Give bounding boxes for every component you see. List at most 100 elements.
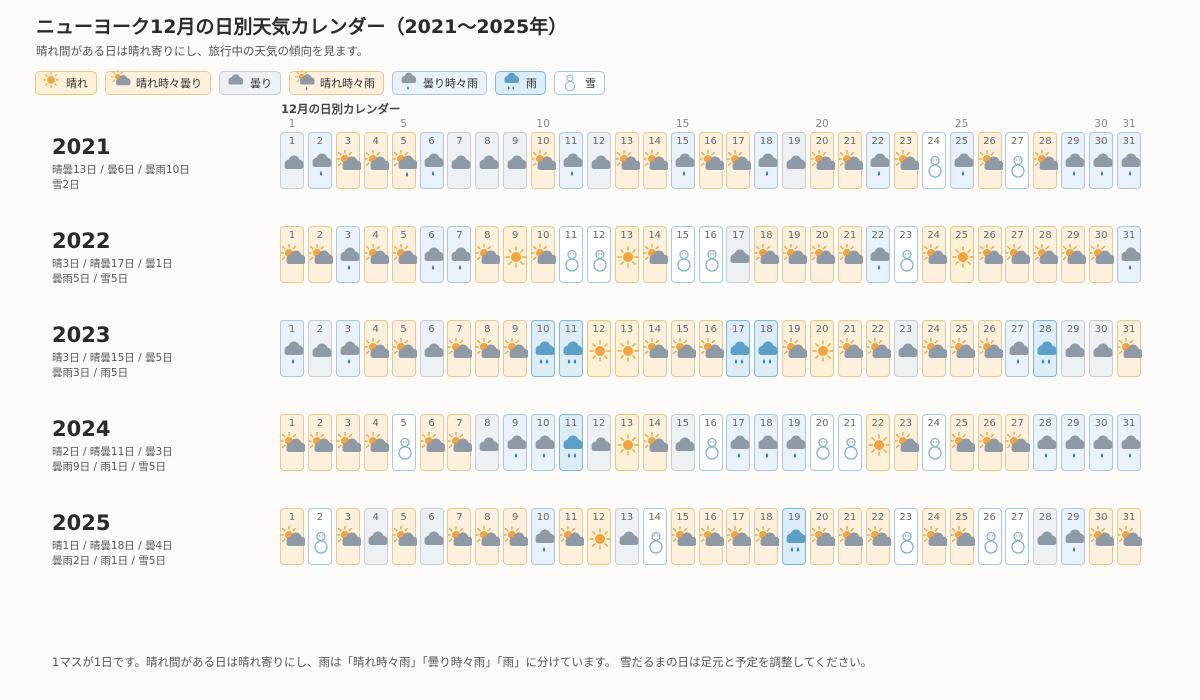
day-cell: 7 — [447, 320, 473, 377]
snowman-icon — [983, 531, 998, 554]
sun-cloud-icon — [839, 526, 863, 546]
day-number: 6 — [428, 512, 435, 523]
day-number: 20 — [815, 136, 829, 147]
legend-label: 晴れ — [66, 77, 88, 90]
sun-cloud-icon — [950, 526, 975, 546]
day-cell: 29 — [1061, 132, 1086, 189]
day-cell: 16 — [698, 508, 724, 565]
year-stats: 晴3日 / 晴曇17日 / 曇1日 曇雨5日 / 雪5日 — [52, 257, 173, 287]
day-tick: 1 — [288, 118, 296, 130]
day-number: 31 — [1122, 512, 1136, 523]
snowman-icon — [900, 531, 914, 554]
day-cell: 15 — [670, 132, 695, 189]
day-cell: 2 — [307, 320, 332, 377]
day-number: 30 — [1094, 136, 1108, 147]
year-label: 2021 — [52, 135, 111, 159]
sun-cloud-icon — [336, 150, 361, 170]
day-cell: 6 — [419, 508, 444, 565]
day-number: 25 — [955, 512, 968, 523]
day-number: 15 — [676, 324, 689, 335]
day-number: 31 — [1122, 418, 1136, 429]
cloud-icon — [284, 155, 304, 169]
rain-cloud-icon — [730, 341, 750, 364]
day-number: 24 — [927, 418, 941, 429]
day-number: 12 — [592, 324, 606, 335]
day-number: 4 — [372, 512, 379, 523]
day-number: 5 — [400, 324, 407, 335]
legend-label: 雪 — [585, 77, 596, 90]
rain-cloud-icon — [786, 529, 806, 552]
day-number: 11 — [564, 512, 578, 523]
day-tick: 25 — [954, 118, 969, 130]
sun-cloud-icon — [727, 526, 752, 546]
day-cell: 6 — [419, 132, 444, 189]
year-stats-line-1: 晴3日 / 晴曇15日 / 曇5日 — [52, 352, 173, 364]
sun-cloud-icon — [922, 338, 947, 358]
cloud-rain-icon — [340, 341, 360, 364]
cloud-rain-icon — [1009, 341, 1029, 364]
day-cell: 22 — [865, 226, 890, 283]
sun-cloud-icon — [308, 432, 333, 452]
sun-cloud-icon — [1118, 338, 1142, 358]
day-number: 19 — [787, 418, 801, 429]
day-number: 31 — [1122, 230, 1136, 241]
day-number: 30 — [1094, 230, 1108, 241]
day-tick: 31 — [1122, 118, 1136, 130]
day-cell: 5 — [391, 414, 416, 471]
day-number: 29 — [1066, 512, 1080, 523]
day-cell: 26 — [977, 226, 1003, 283]
day-number: 11 — [564, 136, 578, 147]
sun-cloud-icon — [783, 244, 808, 264]
cloud-icon — [619, 531, 639, 545]
day-number: 21 — [843, 324, 857, 335]
day-number: 3 — [344, 418, 351, 429]
snowman-icon — [928, 155, 942, 178]
day-cell: 19 — [782, 414, 807, 471]
sun-cloud-icon — [922, 526, 947, 546]
sun-cloud-icon — [811, 150, 836, 170]
page-subtitle: 晴れ間がある日は晴れ寄りにし、旅行中の天気の傾向を見ます。 — [36, 44, 369, 58]
day-cell: 27 — [1005, 132, 1030, 189]
day-number: 3 — [344, 230, 351, 241]
day-cell: 8 — [475, 320, 501, 377]
calendar-label: 12月の日別カレンダー — [281, 102, 401, 116]
day-number: 15 — [676, 136, 689, 147]
snowman-icon — [593, 249, 607, 272]
snowman-icon — [397, 437, 412, 460]
day-cell: 2 — [307, 226, 333, 283]
day-cell: 27 — [1005, 320, 1030, 377]
cloud-icon — [591, 437, 611, 451]
day-number: 22 — [871, 230, 885, 241]
day-cell: 18 — [754, 414, 779, 471]
sun-cloud-icon — [281, 432, 305, 452]
day-cell: 1 — [280, 226, 305, 283]
day-cell: 26 — [977, 414, 1003, 471]
day-number: 5 — [400, 136, 407, 147]
day-number: 16 — [704, 136, 717, 147]
day-cell: 20 — [810, 226, 836, 283]
day-cell: 9 — [503, 320, 529, 377]
day-cell: 7 — [447, 414, 473, 471]
day-cell: 24 — [921, 226, 947, 283]
day-cell: 19 — [782, 320, 808, 377]
legend-item-rain: 雨 — [495, 71, 546, 95]
sun-icon — [617, 340, 639, 362]
day-number: 9 — [512, 418, 519, 429]
day-number: 19 — [787, 324, 801, 335]
cloud-rain-icon — [1093, 153, 1113, 176]
day-number: 25 — [955, 324, 968, 335]
snowman-icon — [928, 437, 942, 460]
cloud-rain-icon — [535, 529, 555, 552]
legend-item-snow: 雪 — [554, 71, 605, 95]
day-cell: 31 — [1117, 226, 1141, 283]
sun-cloud-icon — [1034, 244, 1059, 264]
day-tick: 15 — [675, 118, 690, 130]
day-cell: 23 — [893, 414, 919, 471]
legend-item-sunny: 晴れ — [35, 71, 97, 95]
day-cell: 17 — [726, 508, 752, 565]
day-number: 27 — [1011, 230, 1024, 241]
day-number: 28 — [1038, 230, 1052, 241]
footer-note: 1マスが1日です。晴れ間がある日は晴れ寄りにし、雨は「晴れ時々雨」「曇り時々雨」… — [52, 655, 873, 669]
day-number: 31 — [1122, 324, 1136, 335]
day-cell: 24 — [921, 508, 947, 565]
